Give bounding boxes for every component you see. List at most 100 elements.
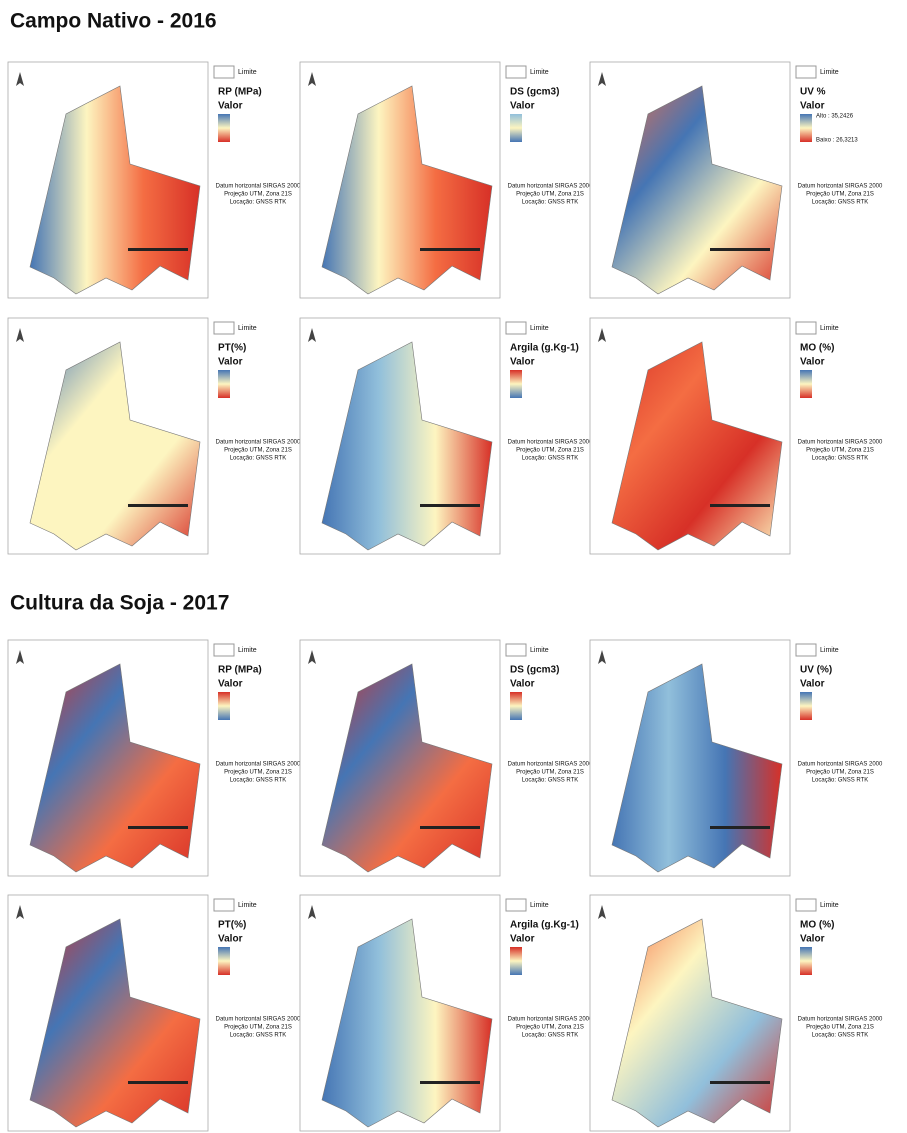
legend-ramp <box>800 947 812 975</box>
datum-note: Locação: GNSS RTK <box>230 778 287 784</box>
scale-bar <box>420 504 480 507</box>
variable-title: UV % <box>800 87 826 98</box>
legend-ramp <box>800 114 812 142</box>
scale-bar <box>420 1081 480 1084</box>
limit-label: Limite <box>820 325 839 332</box>
limit-label: Limite <box>530 69 549 76</box>
datum-note: Datum horizontal SIRGAS 2000 <box>216 440 301 446</box>
scale-bar <box>420 248 480 251</box>
limit-swatch <box>214 899 234 911</box>
map-panel: Limite UV (%) Valor Datum horizontal SIRGAS… <box>590 640 883 876</box>
datum-note: Locação: GNSS RTK <box>812 456 869 462</box>
datum-note: Projeção UTM, Zona 21S <box>224 448 292 454</box>
map-panel: Limite RP (MPa) Valor Datum horizontal SIRG… <box>8 640 301 876</box>
variable-title: RP (MPa) <box>218 665 262 676</box>
datum-note: Locação: GNSS RTK <box>812 778 869 784</box>
legend-title: Valor <box>510 357 535 368</box>
limit-swatch <box>506 322 526 334</box>
map-panel: Limite PT(%) Valor Datum horizontal SIRGAS … <box>8 318 301 554</box>
limit-label: Limite <box>238 902 257 909</box>
limit-swatch <box>796 644 816 656</box>
datum-note: Datum horizontal SIRGAS 2000 <box>798 1017 883 1023</box>
limit-label: Limite <box>530 647 549 654</box>
datum-note: Datum horizontal SIRGAS 2000 <box>798 440 883 446</box>
map-panel: Limite RP (MPa) Valor Datum horizontal SIRG… <box>8 62 301 298</box>
limit-swatch <box>214 644 234 656</box>
datum-note: Projeção UTM, Zona 21S <box>516 1025 584 1031</box>
datum-note: Projeção UTM, Zona 21S <box>516 770 584 776</box>
limit-label: Limite <box>238 325 257 332</box>
datum-note: Datum horizontal SIRGAS 2000 <box>216 184 301 190</box>
limit-label: Limite <box>820 647 839 654</box>
datum-note: Locação: GNSS RTK <box>522 1033 579 1039</box>
variable-title: RP (MPa) <box>218 87 262 98</box>
limit-label: Limite <box>238 69 257 76</box>
legend-ramp <box>510 692 522 720</box>
legend-title: Valor <box>800 357 825 368</box>
datum-note: Locação: GNSS RTK <box>230 456 287 462</box>
legend-ramp <box>218 692 230 720</box>
scale-bar <box>710 504 770 507</box>
datum-note: Datum horizontal SIRGAS 2000 <box>508 440 593 446</box>
limit-swatch <box>506 899 526 911</box>
limit-swatch <box>214 322 234 334</box>
limit-label: Limite <box>820 69 839 76</box>
legend-low: Baixo : 26,3213 <box>816 138 858 144</box>
datum-note: Projeção UTM, Zona 21S <box>806 1025 874 1031</box>
legend-high: Alto : 35,2426 <box>816 114 854 120</box>
section-title: Campo Nativo - 2016 <box>10 10 217 33</box>
legend-title: Valor <box>218 679 243 690</box>
legend-title: Valor <box>510 101 535 112</box>
variable-title: PT(%) <box>218 920 246 931</box>
limit-swatch <box>506 66 526 78</box>
map-panel: Limite MO (%) Valor Datum horizontal SIRGAS… <box>590 318 883 554</box>
datum-note: Datum horizontal SIRGAS 2000 <box>216 762 301 768</box>
scale-bar <box>128 826 188 829</box>
figure: Campo Nativo - 2016 Cultura da Soja - 20… <box>0 0 907 1133</box>
limit-label: Limite <box>530 902 549 909</box>
map-panel: Limite UV % Valor Alto : 35,2426 Baixo : 26,… <box>590 62 883 298</box>
datum-note: Locação: GNSS RTK <box>812 1033 869 1039</box>
datum-note: Datum horizontal SIRGAS 2000 <box>216 1017 301 1023</box>
datum-note: Projeção UTM, Zona 21S <box>224 192 292 198</box>
map-panel: LimiteDS (gcm3)ValorDatum horizontal SIR… <box>300 640 593 876</box>
legend-title: Valor <box>800 679 825 690</box>
datum-note: Locação: GNSS RTK <box>522 456 579 462</box>
scale-bar <box>710 1081 770 1084</box>
section-title: Cultura da Soja - 2017 <box>10 592 229 615</box>
legend-title: Valor <box>218 357 243 368</box>
legend-ramp <box>218 114 230 142</box>
datum-note: Locação: GNSS RTK <box>230 200 287 206</box>
variable-title: DS (gcm3) <box>510 87 559 98</box>
datum-note: Projeção UTM, Zona 21S <box>806 192 874 198</box>
datum-note: Datum horizontal SIRGAS 2000 <box>508 1017 593 1023</box>
limit-swatch <box>506 644 526 656</box>
variable-title: UV (%) <box>800 665 832 676</box>
limit-label: Limite <box>820 902 839 909</box>
legend-title: Valor <box>218 101 243 112</box>
variable-title: MO (%) <box>800 343 834 354</box>
variable-title: Argila (g.Kg-1) <box>510 343 579 354</box>
datum-note: Datum horizontal SIRGAS 2000 <box>798 762 883 768</box>
datum-note: Projeção UTM, Zona 21S <box>224 770 292 776</box>
variable-title: Argila (g.Kg-1) <box>510 920 579 931</box>
datum-note: Projeção UTM, Zona 21S <box>224 1025 292 1031</box>
datum-note: Locação: GNSS RTK <box>812 200 869 206</box>
legend-ramp <box>510 370 522 398</box>
datum-note: Locação: GNSS RTK <box>522 200 579 206</box>
scale-bar <box>128 248 188 251</box>
legend-title: Valor <box>800 101 825 112</box>
legend-ramp <box>218 370 230 398</box>
limit-swatch <box>214 66 234 78</box>
legend-ramp <box>800 370 812 398</box>
variable-title: PT(%) <box>218 343 246 354</box>
limit-label: Limite <box>238 647 257 654</box>
legend-ramp <box>510 114 522 142</box>
legend-ramp <box>800 692 812 720</box>
datum-note: Locação: GNSS RTK <box>522 778 579 784</box>
limit-swatch <box>796 899 816 911</box>
